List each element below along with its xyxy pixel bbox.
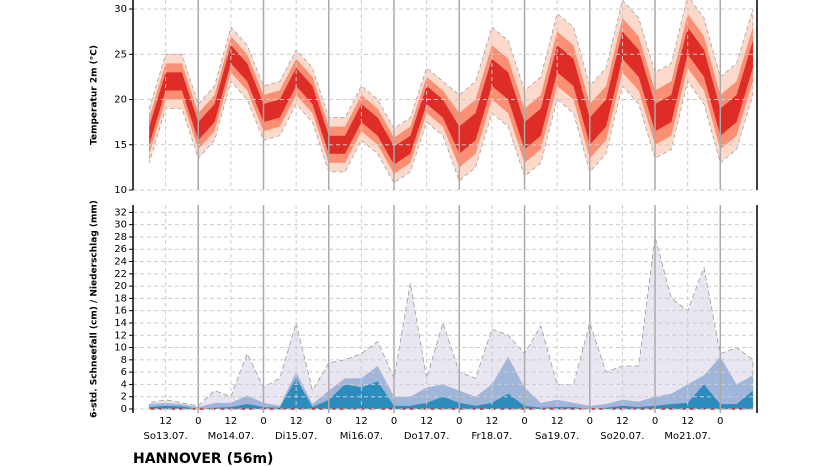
x-tick-label: 0	[326, 416, 332, 427]
y-tick-label: 10	[114, 185, 127, 196]
day-label: Sa19.07.	[535, 431, 579, 442]
temperature-band	[149, 13, 753, 174]
precip-area	[149, 378, 753, 409]
x-tick-label: 0	[521, 416, 527, 427]
y-tick-label: 0	[121, 404, 127, 415]
y-tick-label: 26	[114, 244, 127, 255]
day-label: Mo21.07.	[664, 431, 711, 442]
x-tick-label: 0	[195, 416, 201, 427]
x-tick-label: 0	[456, 416, 462, 427]
y-tick-label: 6	[121, 367, 127, 378]
station-title: HANNOVER (56m)	[133, 451, 273, 467]
day-label: So20.07.	[600, 431, 644, 442]
y-tick-label: 30	[114, 4, 127, 15]
y-tick-label: 22	[114, 269, 127, 280]
x-tick-label: 12	[355, 416, 368, 427]
y-tick-label: 28	[114, 232, 127, 243]
x-tick-label: 0	[587, 416, 593, 427]
x-tick-label: 0	[391, 416, 397, 427]
y-axis-label: 6-std. Schneefall (cm) / Niederschlag (m…	[90, 200, 100, 418]
day-label: Mo14.07.	[208, 431, 255, 442]
y-tick-label: 12	[114, 330, 127, 341]
y-tick-label: 14	[114, 318, 127, 329]
y-tick-label: 18	[114, 293, 127, 304]
y-tick-label: 24	[114, 257, 127, 268]
x-tick-label: 12	[290, 416, 303, 427]
y-tick-label: 4	[121, 379, 127, 390]
y-tick-label: 15	[114, 140, 127, 151]
y-tick-label: 20	[114, 281, 127, 292]
x-tick-label: 12	[551, 416, 564, 427]
day-label: Mi16.07.	[340, 431, 383, 442]
y-tick-label: 8	[121, 355, 127, 366]
y-tick-label: 10	[114, 343, 127, 354]
plot-area	[148, 0, 754, 184]
temperature-band	[149, 27, 753, 165]
x-tick-label: 12	[486, 416, 499, 427]
x-tick-label: 12	[420, 416, 433, 427]
x-tick-label: 12	[225, 416, 238, 427]
y-tick-label: 20	[114, 95, 127, 106]
y-tick-label: 30	[114, 220, 127, 231]
y-tick-label: 2	[121, 392, 127, 403]
y-axis-label: Temperatur 2m (°C)	[90, 45, 100, 145]
day-label: So13.07.	[143, 431, 187, 442]
y-tick-label: 32	[114, 207, 127, 218]
x-tick-label: 0	[652, 416, 658, 427]
day-label: Do17.07.	[404, 431, 450, 442]
y-tick-label: 16	[114, 306, 127, 317]
x-tick-label: 12	[159, 416, 172, 427]
day-label: Fr18.07.	[471, 431, 512, 442]
x-tick-label: 12	[681, 416, 694, 427]
x-tick-label: 12	[616, 416, 629, 427]
x-tick-label: 0	[717, 416, 723, 427]
day-label: Di15.07.	[275, 431, 317, 442]
y-tick-label: 25	[114, 49, 127, 60]
x-tick-label: 0	[260, 416, 266, 427]
